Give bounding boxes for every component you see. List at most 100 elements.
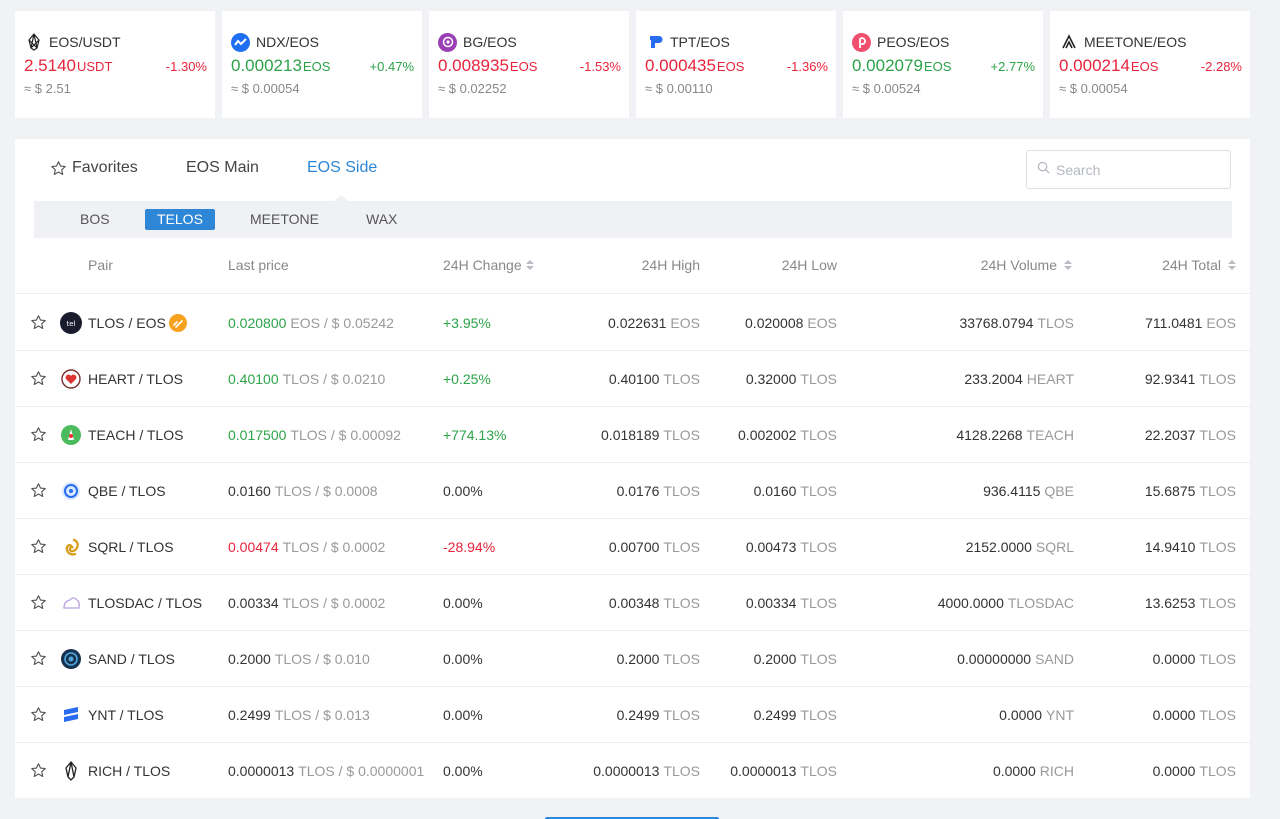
last-price: 0.0160 TLOS / $ 0.0008 [228,482,378,499]
table-row[interactable]: SQRL / TLOS 0.00474 TLOS / $ 0.0002 -28.94%… [15,519,1250,575]
tab-favorites[interactable]: Favorites [50,159,138,177]
pair-cell[interactable]: RICH / TLOS [60,743,170,798]
low-value: 0.0160 TLOS [753,482,837,499]
favorite-star-icon[interactable] [30,407,50,462]
total-value: 0.0000 TLOS [1152,762,1236,779]
subtab-bos[interactable]: BOS [80,211,110,227]
high-value: 0.0176 TLOS [616,482,700,499]
low-value: 0.020008 EOS [745,314,837,331]
col-24h-change[interactable]: 24H Change [443,257,534,273]
change-value: 0.00% [443,650,483,667]
telos-icon: tel [60,311,82,334]
high-value: 0.00700 TLOS [608,538,700,555]
pair-cell[interactable]: SAND / TLOS [60,631,175,686]
sort-icon [1228,260,1236,270]
table-row[interactable]: HEART / TLOS 0.40100 TLOS / $ 0.0210 +0.25%… [15,351,1250,407]
ticker-change: +0.47% [369,59,414,74]
favorite-star-icon[interactable] [30,687,50,742]
volume-value: 936.4115 QBE [983,482,1074,499]
tab-eos-side[interactable]: EOS Side [307,159,378,176]
tab-eos-main[interactable]: EOS Main [186,159,259,176]
low-value: 0.002002 TLOS [738,426,837,443]
tlosdac-icon [60,592,82,614]
ticker-change: +2.77% [990,59,1035,74]
badge-icon [168,313,187,332]
sqrl-icon [60,536,82,558]
favorite-star-icon[interactable] [30,631,50,686]
change-value: +774.13% [443,426,507,443]
table-row[interactable]: TEACH / TLOS 0.017500 TLOS / $ 0.00092 +774… [15,407,1250,463]
ticker-card[interactable]: BG/EOS 0.008935EOS -1.53% ≈ $ 0.02252 [429,11,629,118]
high-value: 0.2499 TLOS [616,706,700,723]
last-price: 0.2000 TLOS / $ 0.010 [228,650,370,667]
subtab-wax[interactable]: WAX [366,211,398,227]
pair-cell[interactable]: YNT / TLOS [60,687,164,742]
total-value: 22.2037 TLOS [1144,426,1236,443]
col-24h-volume[interactable]: 24H Volume [981,257,1072,273]
total-value: 14.9410 TLOS [1144,538,1236,555]
table-row[interactable]: QBE / TLOS 0.0160 TLOS / $ 0.0008 0.00% 0.01… [15,463,1250,519]
total-value: 0.0000 TLOS [1152,706,1236,723]
table-row[interactable]: tel TLOS / EOS 0.020800 EOS / $ 0.05242 +3.9… [15,295,1250,351]
change-value: 0.00% [443,706,483,723]
pair-cell[interactable]: SQRL / TLOS [60,519,174,574]
volume-value: 2152.0000 SQRL [965,538,1074,555]
pair-cell[interactable]: HEART / TLOS [60,351,183,406]
total-value: 15.6875 TLOS [1144,482,1236,499]
search-box[interactable] [1026,150,1231,189]
table-row[interactable]: TLOSDAC / TLOS 0.00334 TLOS / $ 0.0002 0.00… [15,575,1250,631]
pair-cell[interactable]: tel TLOS / EOS [60,295,187,350]
high-value: 0.2000 TLOS [616,650,700,667]
ticker-card[interactable]: MEETONE/EOS 0.000214EOS -2.28% ≈ $ 0.000… [1050,11,1250,118]
table-row[interactable]: SAND / TLOS 0.2000 TLOS / $ 0.010 0.00% 0.20… [15,631,1250,687]
ticker-change: -1.30% [165,59,207,74]
pair-name: TLOS / EOS [88,314,166,331]
ticker-usd: ≈ $ 2.51 [24,81,71,96]
favorite-star-icon[interactable] [30,743,50,798]
subtab-telos[interactable]: TELOS [145,209,215,230]
col-pair: Pair [88,257,113,273]
high-value: 0.0000013 TLOS [593,762,700,779]
table-row[interactable]: YNT / TLOS 0.2499 TLOS / $ 0.013 0.00% 0.249… [15,687,1250,743]
favorite-star-icon[interactable] [30,463,50,518]
col-last-price: Last price [228,257,289,273]
svg-text:tel: tel [67,320,76,328]
ticker-card[interactable]: PEOS/EOS 0.002079EOS +2.77% ≈ $ 0.00524 [843,11,1043,118]
change-value: -28.94% [443,538,496,555]
meetone-icon [1059,33,1078,52]
search-input[interactable] [1056,161,1216,178]
volume-value: 0.00000000 SAND [957,650,1074,667]
ticker-card[interactable]: EOS/USDT 2.5140USDT -1.30% ≈ $ 2.51 [15,11,215,118]
low-value: 0.0000013 TLOS [730,762,837,779]
scroll-indicator [545,817,719,819]
ticker-price: 2.5140USDT [24,56,113,75]
market-tabs: Favorites EOS Main EOS Side [15,139,1250,202]
pair-cell[interactable]: TEACH / TLOS [60,407,183,462]
market-table-body: tel TLOS / EOS 0.020800 EOS / $ 0.05242 +3.9… [15,295,1250,799]
sort-icon [525,260,534,270]
ticker-change: -1.53% [579,59,621,74]
ticker-card[interactable]: NDX/EOS 0.000213EOS +0.47% ≈ $ 0.00054 [222,11,422,118]
table-row[interactable]: RICH / TLOS 0.0000013 TLOS / $ 0.0000001 0.… [15,743,1250,799]
high-value: 0.022631 EOS [608,314,700,331]
ticker-card[interactable]: TPT/EOS 0.000435EOS -1.36% ≈ $ 0.00110 [636,11,836,118]
high-value: 0.018189 TLOS [601,426,700,443]
ticker-usd: ≈ $ 0.00110 [645,81,713,96]
ticker-change: -2.28% [1200,59,1242,74]
favorite-star-icon[interactable] [30,351,50,406]
subtab-meetone[interactable]: MEETONE [250,211,319,227]
pair-cell[interactable]: TLOSDAC / TLOS [60,575,202,630]
favorite-star-icon[interactable] [30,575,50,630]
high-value: 0.00348 TLOS [608,594,700,611]
volume-value: 4128.2268 TEACH [956,426,1074,443]
pair-cell[interactable]: QBE / TLOS [60,463,166,518]
col-24h-low: 24H Low [781,257,837,273]
ticker-pair: TPT/EOS [670,34,730,50]
favorite-star-icon[interactable] [30,295,50,350]
total-value: 0.0000 TLOS [1152,650,1236,667]
col-24h-total[interactable]: 24H Total [1162,257,1236,273]
rich-icon [60,760,82,782]
pair-name: TEACH / TLOS [88,426,184,443]
favorite-star-icon[interactable] [30,519,50,574]
volume-value: 0.0000 YNT [999,706,1074,723]
